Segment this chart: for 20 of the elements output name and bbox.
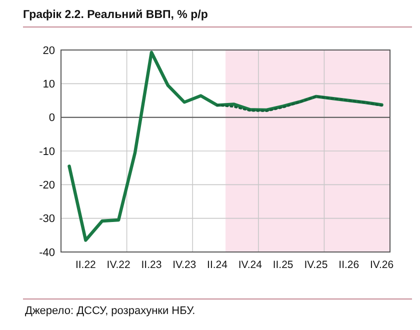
y-tick-label: -10 xyxy=(39,146,55,158)
x-tick-label: IV.23 xyxy=(172,259,196,271)
x-tick-label: IV.26 xyxy=(370,259,394,271)
x-tick-label: II.22 xyxy=(75,259,96,271)
y-tick-label: 0 xyxy=(48,112,55,124)
chart-title: Графік 2.2. Реальний ВВП, % р/р xyxy=(23,9,208,21)
y-tick-label: -40 xyxy=(39,246,55,259)
line-series xyxy=(216,95,383,112)
y-tick-label: -20 xyxy=(39,180,55,192)
x-tick-label: II.24 xyxy=(207,259,228,271)
x-tick-label: IV.22 xyxy=(106,259,131,271)
y-tick-label: 20 xyxy=(42,44,55,57)
y-tick-label: 10 xyxy=(42,78,55,91)
x-tick-label: II.23 xyxy=(141,259,162,271)
x-tick-label: IV.25 xyxy=(304,259,328,271)
text: Джерело: ДССУ, розрахунки НБУ. xyxy=(25,305,196,317)
y-tick-label: -30 xyxy=(39,213,55,226)
x-tick-label: IV.24 xyxy=(238,259,262,271)
x-tick-label: II.26 xyxy=(338,259,360,271)
x-tick-label: II.25 xyxy=(272,259,294,271)
